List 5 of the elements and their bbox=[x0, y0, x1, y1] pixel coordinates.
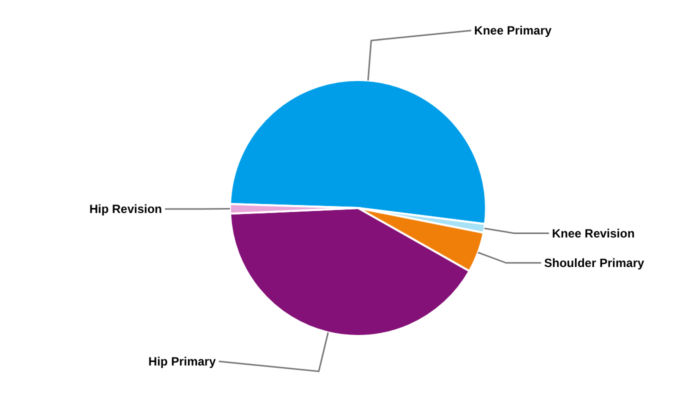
slice-label: Knee Primary bbox=[474, 24, 552, 38]
slice-label: Knee Revision bbox=[552, 226, 635, 240]
slice-label: Hip Revision bbox=[89, 202, 162, 216]
slice-label: Shoulder Primary bbox=[544, 256, 645, 270]
slice-label: Hip Primary bbox=[148, 354, 216, 369]
